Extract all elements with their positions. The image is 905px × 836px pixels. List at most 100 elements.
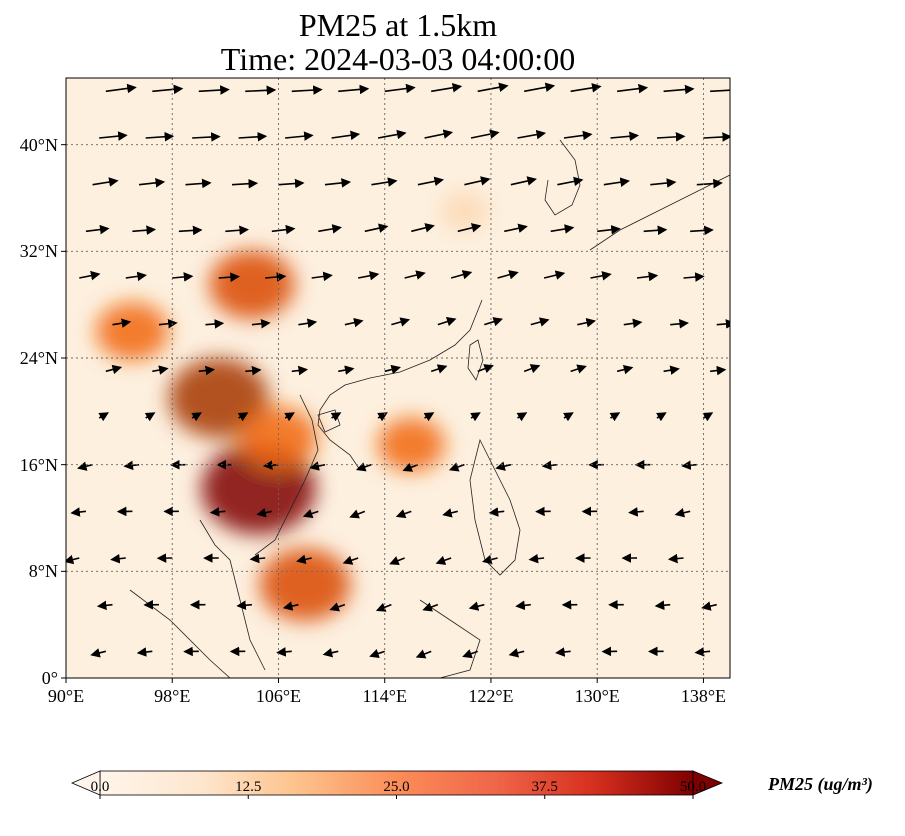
wind-arrow (462, 649, 478, 659)
wind-arrow (389, 556, 405, 566)
wind-arrow (437, 317, 457, 327)
wind-arrow (205, 319, 225, 329)
wind-arrow (484, 317, 503, 327)
wind-arrow (694, 647, 711, 657)
wind-arrow (138, 178, 166, 188)
wind-arrow (617, 83, 649, 94)
wind-arrow (245, 365, 262, 376)
wind-arrow (628, 507, 644, 517)
wind-arrow (650, 178, 677, 188)
wind-arrow (457, 223, 482, 233)
wind-arrow (285, 131, 314, 141)
wind-arrow (530, 317, 550, 327)
wind-arrow (550, 224, 575, 234)
wind-arrow (330, 412, 342, 422)
wind-arrow (563, 412, 574, 422)
wind-arrow (643, 225, 668, 236)
hainan-coast (317, 409, 341, 433)
lat-tick-label: 40°N (19, 134, 58, 155)
wind-arrow (349, 509, 366, 519)
wind-arrow (450, 270, 473, 280)
wind-arrow (656, 132, 686, 142)
lon-tick-label: 130°E (574, 686, 620, 706)
wind-arrow (395, 509, 412, 519)
wind-arrow (99, 131, 128, 141)
wind-arrow (557, 176, 584, 187)
wind-arrow (322, 648, 339, 658)
wind-arrow (402, 462, 419, 472)
wind-arrow (442, 508, 458, 518)
wind-arrow (528, 553, 545, 564)
wind-arrow (541, 460, 558, 471)
wind-arrow (79, 270, 101, 281)
wind-arrow (610, 131, 640, 142)
wind-arrow (342, 555, 359, 565)
lat-tick-label: 8°N (28, 561, 58, 582)
wind-arrow (309, 461, 326, 471)
wind-arrow (515, 600, 531, 611)
wind-arrow (282, 601, 299, 611)
wind-arrow (125, 271, 147, 282)
pm25-hotspot (209, 250, 295, 319)
wind-arrow (670, 319, 689, 329)
wind-arrow (96, 600, 113, 611)
axis-ticks (61, 144, 704, 683)
lon-tick-label: 138°E (680, 686, 727, 706)
wind-arrow (178, 225, 203, 236)
wind-arrow (477, 364, 494, 374)
wind-arrow (570, 83, 602, 93)
wind-arrow (681, 460, 697, 470)
wind-arrow (278, 178, 305, 189)
wind-arrow (524, 82, 556, 93)
wind-arrow (504, 223, 528, 233)
wind-arrow (70, 507, 87, 517)
wind-arrow (77, 461, 93, 471)
wind-arrow (249, 553, 266, 564)
wind-arrow (555, 647, 571, 657)
wind-arrow (105, 83, 137, 94)
wind-arrow (683, 272, 705, 282)
wind-arrow (358, 271, 380, 281)
wind-arrow (152, 84, 184, 95)
wind-arrow (276, 647, 292, 657)
wind-arrow (158, 318, 178, 329)
wind-arrow (448, 462, 465, 472)
wind-arrow (663, 365, 680, 375)
wind-arrow (674, 508, 691, 518)
wind-arrow (110, 553, 126, 564)
lon-tick-label: 98°E (154, 686, 191, 706)
wind-arrow (495, 461, 512, 471)
colorbar-tick-label: 0.0 (90, 779, 110, 795)
pm25-hotspot (377, 417, 446, 472)
wind-arrow (152, 365, 169, 375)
wind-arrow (716, 319, 730, 329)
wind-arrow (296, 554, 312, 565)
wind-arrow (364, 223, 389, 233)
wind-arrow (105, 364, 123, 375)
wind-arrow (245, 85, 277, 96)
wind-arrow (238, 132, 268, 142)
colorbar (70, 770, 724, 799)
wind-arrow (577, 317, 596, 328)
lon-tick-label: 90°E (47, 686, 85, 706)
japan-coast (589, 174, 730, 251)
wind-arrow (291, 365, 309, 376)
wind-arrow (291, 85, 323, 95)
wind-arrow (144, 412, 156, 422)
wind-arrow (369, 649, 385, 659)
pm25-hotspot (259, 548, 351, 622)
wind-arrow (136, 647, 153, 657)
wind-arrow (636, 271, 659, 282)
wind-arrow (709, 365, 727, 376)
wind-arrow (696, 178, 723, 189)
map-frame (65, 77, 731, 679)
lon-tick-label: 122°E (468, 686, 514, 706)
wind-arrow (284, 412, 295, 422)
wind-arrow (338, 84, 370, 95)
wind-arrow (85, 224, 110, 235)
wind-arrow (375, 602, 392, 612)
wind-arrow (468, 601, 485, 611)
wind-arrow (298, 318, 318, 329)
wind-arrow (318, 224, 342, 234)
lat-tick-label: 32°N (19, 241, 58, 262)
